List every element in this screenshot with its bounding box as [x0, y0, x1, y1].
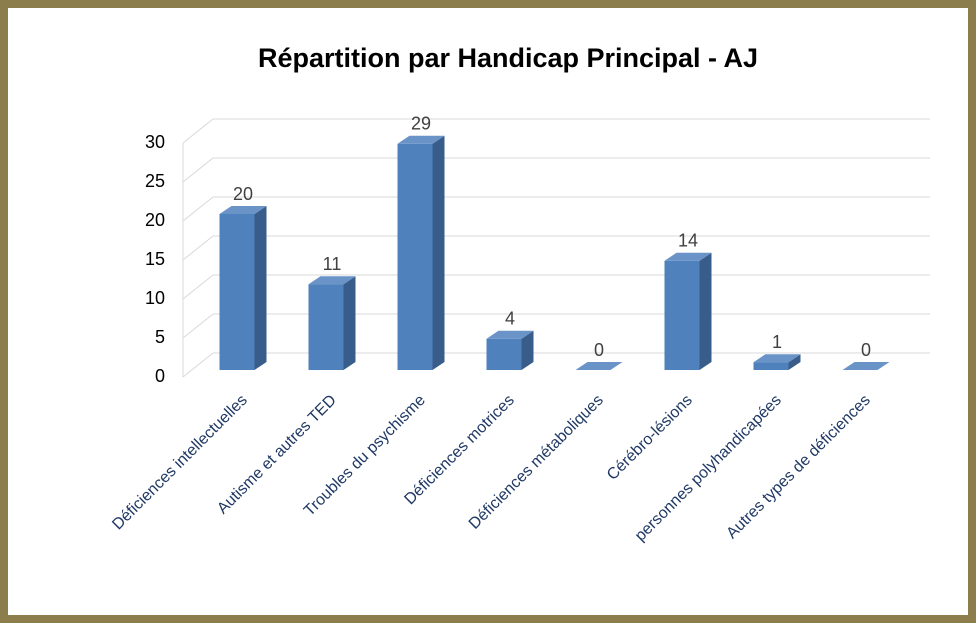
value-label: 1 [772, 332, 782, 352]
grid-side-line [182, 235, 214, 261]
bar-top [308, 276, 356, 285]
bar [308, 276, 356, 370]
x-tick-label: Autres types de déficiences [723, 392, 873, 542]
bar [753, 354, 801, 370]
y-tick-label: 30 [145, 132, 165, 152]
y-tick-label: 5 [155, 327, 165, 347]
value-label: 29 [411, 114, 431, 134]
value-label: 0 [594, 340, 604, 360]
y-tick-label: 0 [155, 366, 165, 386]
bar [575, 362, 623, 370]
value-label: 14 [678, 231, 698, 251]
bar-front [664, 260, 700, 370]
grid-side-line [182, 313, 214, 339]
bar [397, 135, 445, 370]
bar-front [486, 338, 522, 370]
y-tick-label: 25 [145, 171, 165, 191]
grid-side-line [182, 118, 214, 144]
grid-side-line [182, 352, 214, 378]
grid-side-line [182, 196, 214, 222]
bar-side [343, 276, 356, 370]
y-tick-label: 20 [145, 210, 165, 230]
bar-side [521, 330, 534, 370]
bar-top [486, 330, 534, 339]
bar-top [842, 362, 890, 370]
chart: Répartition par Handicap Principal - AJ … [109, 43, 930, 545]
bar-side [254, 206, 267, 370]
bar [219, 206, 267, 370]
y-tick-label: 15 [145, 249, 165, 269]
value-label: 4 [505, 309, 515, 329]
x-tick-label: personnes polyhandicapées [632, 392, 785, 545]
bar-top [397, 135, 445, 144]
bar-side [699, 252, 712, 370]
grid-side-line [182, 274, 214, 300]
bar-side [432, 135, 445, 370]
bar [664, 252, 712, 370]
bar [486, 330, 534, 370]
value-label: 20 [233, 184, 253, 204]
bar-front [308, 284, 344, 370]
bar-top [219, 206, 267, 214]
bar-top [753, 354, 801, 363]
value-label: 0 [861, 340, 871, 360]
bar-side [788, 354, 801, 370]
bar-front [219, 214, 255, 370]
value-label: 11 [323, 254, 342, 274]
chart-title: Répartition par Handicap Principal - AJ [258, 43, 758, 73]
bar [842, 362, 890, 370]
bar-front [397, 143, 433, 370]
bar-top [664, 252, 712, 261]
x-tick-label: Cérébro-lésions [604, 392, 696, 484]
y-tick-label: 10 [145, 288, 165, 308]
bar-top [575, 362, 623, 370]
grid-side-line [182, 157, 214, 183]
bar-front [753, 362, 789, 370]
